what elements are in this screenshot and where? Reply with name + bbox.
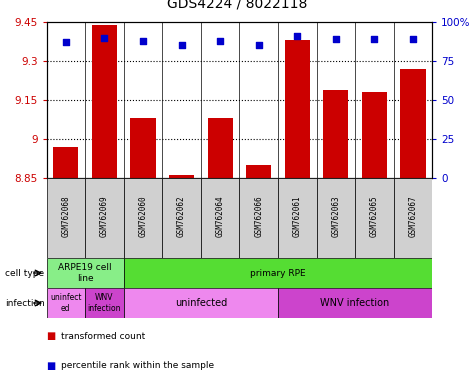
Bar xyxy=(316,178,355,258)
Bar xyxy=(124,258,432,288)
Bar xyxy=(131,118,155,178)
Point xyxy=(139,38,147,44)
Bar xyxy=(239,178,278,258)
Bar xyxy=(278,288,432,318)
Point xyxy=(178,42,185,48)
Text: transformed count: transformed count xyxy=(61,332,145,341)
Text: infection: infection xyxy=(5,298,45,308)
Bar xyxy=(362,92,387,178)
Point xyxy=(255,42,263,48)
Bar xyxy=(169,175,194,178)
Bar xyxy=(201,178,239,258)
Bar xyxy=(208,118,233,178)
Text: uninfect
ed: uninfect ed xyxy=(50,293,82,313)
Text: GSM762067: GSM762067 xyxy=(408,195,418,237)
Bar xyxy=(285,40,310,178)
Text: GSM762063: GSM762063 xyxy=(332,195,340,237)
Text: WNV
infection: WNV infection xyxy=(88,293,121,313)
Point xyxy=(409,36,417,42)
Text: GSM762066: GSM762066 xyxy=(254,195,263,237)
Text: primary RPE: primary RPE xyxy=(250,268,306,278)
Point xyxy=(332,36,340,42)
Bar xyxy=(394,178,432,258)
Text: GSM762069: GSM762069 xyxy=(100,195,109,237)
Bar xyxy=(124,178,162,258)
Text: GSM762065: GSM762065 xyxy=(370,195,379,237)
Bar xyxy=(47,258,124,288)
Bar xyxy=(47,178,85,258)
Text: GDS4224 / 8022118: GDS4224 / 8022118 xyxy=(167,0,308,10)
Text: GSM762060: GSM762060 xyxy=(139,195,147,237)
Bar xyxy=(278,178,316,258)
Bar xyxy=(162,178,201,258)
Text: WNV infection: WNV infection xyxy=(321,298,389,308)
Point xyxy=(294,33,301,39)
Bar xyxy=(400,69,426,178)
Text: ■: ■ xyxy=(47,331,56,341)
Bar xyxy=(85,178,124,258)
Bar xyxy=(323,89,348,178)
Bar xyxy=(92,25,117,178)
Point xyxy=(216,38,224,44)
Bar xyxy=(47,288,85,318)
Text: GSM762064: GSM762064 xyxy=(216,195,225,237)
Text: GSM762061: GSM762061 xyxy=(293,195,302,237)
Point xyxy=(101,35,108,41)
Text: percentile rank within the sample: percentile rank within the sample xyxy=(61,361,214,370)
Bar xyxy=(355,178,394,258)
Text: GSM762068: GSM762068 xyxy=(61,195,70,237)
Text: cell type: cell type xyxy=(5,268,44,278)
Point xyxy=(370,36,378,42)
Point xyxy=(62,39,70,45)
Bar xyxy=(85,288,124,318)
Bar xyxy=(246,165,271,178)
Bar xyxy=(124,288,278,318)
Text: ARPE19 cell
line: ARPE19 cell line xyxy=(58,263,112,283)
Bar xyxy=(53,147,78,178)
Text: GSM762062: GSM762062 xyxy=(177,195,186,237)
Text: uninfected: uninfected xyxy=(175,298,227,308)
Text: ■: ■ xyxy=(47,361,56,371)
